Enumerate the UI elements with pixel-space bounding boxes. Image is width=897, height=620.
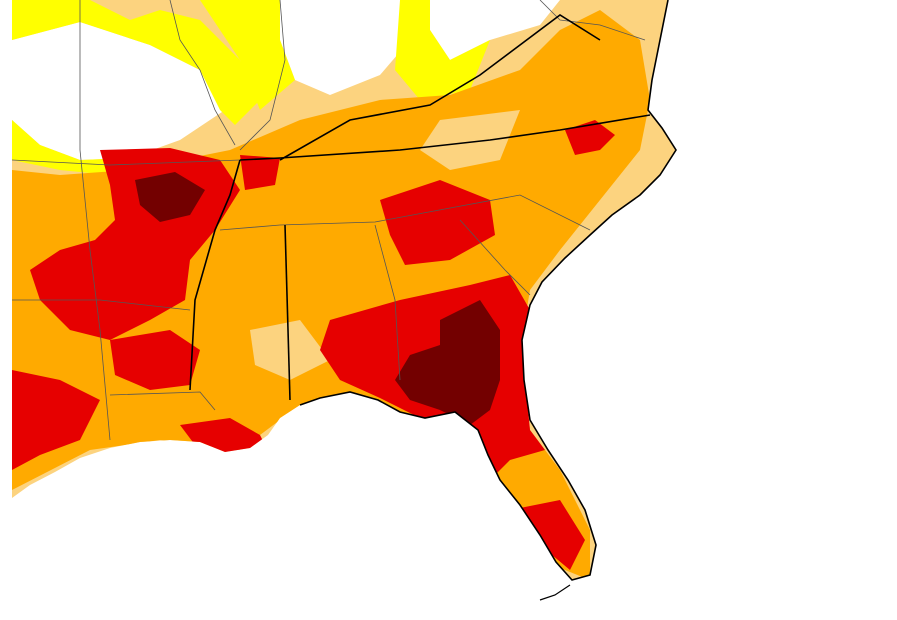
extreme-drought-area — [565, 120, 615, 155]
extreme-drought-area — [320, 275, 585, 570]
no-drought-area — [280, 0, 410, 95]
coastline — [299, 0, 677, 581]
boundary — [459, 219, 531, 296]
boundary — [239, 0, 286, 151]
state-boundary — [189, 159, 241, 391]
boundary — [374, 224, 401, 381]
boundary — [11, 159, 241, 166]
extreme-drought-area — [380, 180, 495, 265]
state-boundary — [239, 114, 651, 161]
extreme-drought-area — [12, 370, 100, 470]
boundary — [109, 391, 216, 411]
extreme-drought-area — [240, 155, 280, 190]
boundary — [12, 299, 191, 311]
moderate-drought-patch — [250, 320, 330, 380]
state-boundary — [279, 14, 601, 161]
extreme-drought-area — [110, 330, 200, 390]
moderate-drought-patch — [420, 110, 520, 170]
no-drought-area — [12, 22, 225, 160]
county-lines — [11, 0, 646, 441]
boundary — [79, 0, 111, 441]
state-boundary — [284, 224, 291, 401]
boundary — [539, 0, 646, 41]
abnormally-dry-area — [395, 0, 490, 100]
keys — [539, 584, 571, 601]
exceptional-drought-area — [395, 300, 500, 425]
boundary — [219, 194, 591, 231]
exceptional-drought-area — [135, 172, 205, 222]
abnormally-dry-area — [200, 0, 295, 110]
no-drought-area — [430, 0, 560, 60]
state-lines — [189, 14, 651, 401]
abnormally-dry-area — [12, 0, 260, 125]
boundary — [169, 0, 236, 146]
